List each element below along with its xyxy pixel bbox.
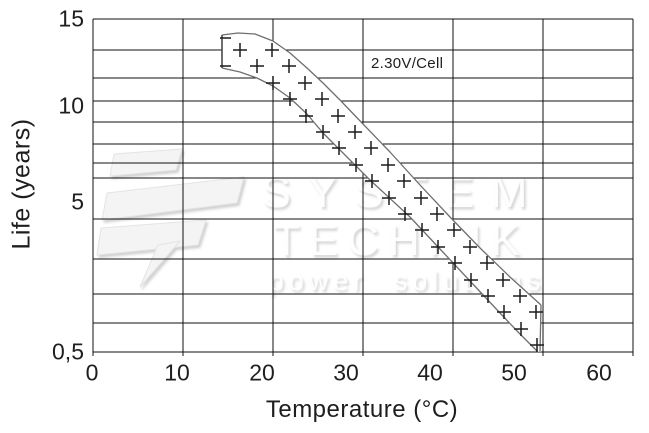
plus-marker-icon — [364, 141, 378, 155]
plus-marker-icon — [265, 43, 279, 57]
plus-marker-icon — [415, 223, 429, 237]
plus-marker-icon — [381, 158, 395, 172]
band-lower-curve — [221, 67, 539, 353]
plus-marker-icon — [382, 191, 396, 205]
plus-marker-icon — [250, 59, 264, 73]
x-tick-label: 0 — [85, 359, 99, 386]
watermark-lightning-logo-icon — [139, 240, 181, 288]
x-tick-label: 20 — [249, 359, 275, 386]
x-tick-label: 60 — [586, 359, 612, 386]
plus-marker-icon — [496, 273, 510, 287]
plus-marker-icon — [316, 125, 330, 139]
plus-marker-icon — [348, 125, 362, 139]
plus-marker-icon — [298, 76, 312, 90]
grid-lines — [92, 18, 634, 356]
watermark-lightning-logo-icon — [96, 219, 207, 256]
plus-marker-icon — [233, 43, 247, 57]
plus-marker-icon — [430, 207, 444, 221]
x-tick-label: 50 — [501, 359, 527, 386]
plus-marker-icon — [431, 240, 445, 254]
plus-marker-icon — [447, 223, 461, 237]
plus-marker-icon — [530, 338, 544, 352]
plus-marker-icon — [480, 256, 494, 270]
plus-marker-icon — [514, 322, 528, 336]
band-right-cap — [539, 304, 542, 353]
plus-marker-icon — [497, 305, 511, 319]
y-tick-label: 10 — [58, 92, 84, 119]
plus-marker-icon — [481, 289, 495, 303]
plus-marker-icon — [332, 141, 346, 155]
plus-marker-icon — [397, 174, 411, 188]
y-tick-label: 15 — [58, 5, 84, 32]
life-band — [221, 32, 542, 353]
plus-marker-icon — [414, 191, 428, 205]
plus-marker-icon — [448, 256, 462, 270]
band-upper-curve — [221, 32, 542, 306]
band-plus-markers — [220, 37, 544, 352]
band-fill — [222, 33, 541, 352]
plus-marker-icon — [331, 109, 345, 123]
plus-marker-icon — [398, 207, 412, 221]
plus-marker-icon — [349, 158, 363, 172]
x-tick-label: 10 — [164, 359, 190, 386]
watermark-lightning-logo-icon — [101, 176, 245, 221]
plus-marker-icon — [513, 289, 527, 303]
plus-marker-icon — [315, 92, 329, 106]
y-tick-label: 5 — [71, 188, 84, 215]
plus-marker-icon — [365, 174, 379, 188]
plus-marker-icon — [529, 305, 543, 319]
x-axis-title: Temperature (°C) — [265, 396, 459, 423]
x-tick-label: 40 — [417, 359, 443, 386]
plus-marker-icon — [299, 109, 313, 123]
plus-marker-icon — [282, 59, 296, 73]
y-axis-title: Life (years) — [7, 118, 36, 250]
y-tick-label: 0,5 — [52, 338, 84, 365]
plus-marker-icon — [283, 92, 297, 106]
plus-marker-icon — [266, 76, 280, 90]
plus-marker-icon — [463, 240, 477, 254]
band-label: 2.30V/Cell — [371, 55, 444, 72]
plus-marker-icon — [464, 273, 478, 287]
x-tick-label: 30 — [333, 359, 359, 386]
